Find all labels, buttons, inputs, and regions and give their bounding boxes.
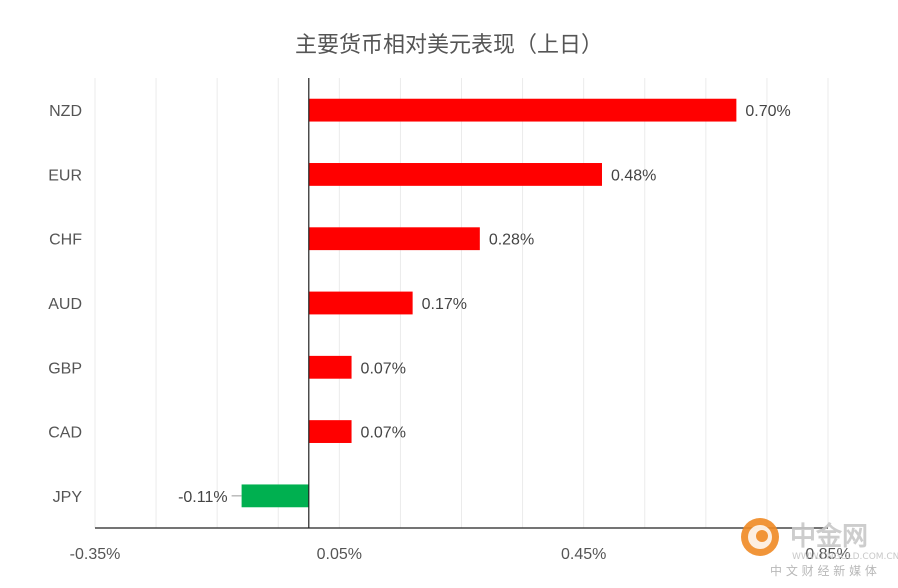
data-label: 0.28% xyxy=(489,232,534,249)
cngold-logo-icon xyxy=(741,518,779,556)
x-tick-label: 0.45% xyxy=(561,546,606,563)
category-label: CAD xyxy=(48,425,82,442)
watermark-tagline: 中 文 财 经 新 媒 体 xyxy=(770,563,877,578)
bar-aud xyxy=(308,291,413,315)
x-tick-labels: -0.35% 0.05% 0.45% 0.85% xyxy=(70,546,851,563)
data-label: 0.17% xyxy=(422,296,467,313)
category-label: NZD xyxy=(49,103,82,120)
x-tick-label: -0.35% xyxy=(70,546,121,563)
bars xyxy=(241,98,737,508)
watermark: 中金网 WWW.CNGOLD.COM.CN 中 文 财 经 新 媒 体 xyxy=(741,518,898,578)
category-labels: NZD EUR CHF AUD GBP CAD JPY xyxy=(48,103,82,506)
category-label: AUD xyxy=(48,296,82,313)
bar-gbp xyxy=(308,355,352,379)
bar-jpy xyxy=(241,484,309,508)
category-label: GBP xyxy=(48,360,82,377)
bar-eur xyxy=(308,163,602,186)
data-label: 0.48% xyxy=(611,167,656,184)
bar-chf xyxy=(308,227,480,251)
data-label: 0.70% xyxy=(745,103,790,120)
category-label: EUR xyxy=(48,167,82,184)
x-tick-label: 0.05% xyxy=(317,546,362,563)
data-label: 0.07% xyxy=(361,425,406,442)
data-label: -0.11% xyxy=(178,489,228,506)
data-labels: 0.70% 0.48% 0.28% 0.17% 0.07% 0.07% -0.11% xyxy=(178,103,791,506)
bar-cad xyxy=(308,420,352,443)
watermark-domain: WWW.CNGOLD.COM.CN xyxy=(792,552,898,562)
x-tick-label: 0.85% xyxy=(805,546,850,563)
chart-title: 主要货币相对美元表现（上日） xyxy=(295,33,603,58)
category-label: CHF xyxy=(49,232,82,249)
bar-nzd xyxy=(308,98,737,122)
category-label: JPY xyxy=(53,489,83,506)
watermark-brand: 中金网 xyxy=(790,521,868,552)
data-label: 0.07% xyxy=(361,360,406,377)
